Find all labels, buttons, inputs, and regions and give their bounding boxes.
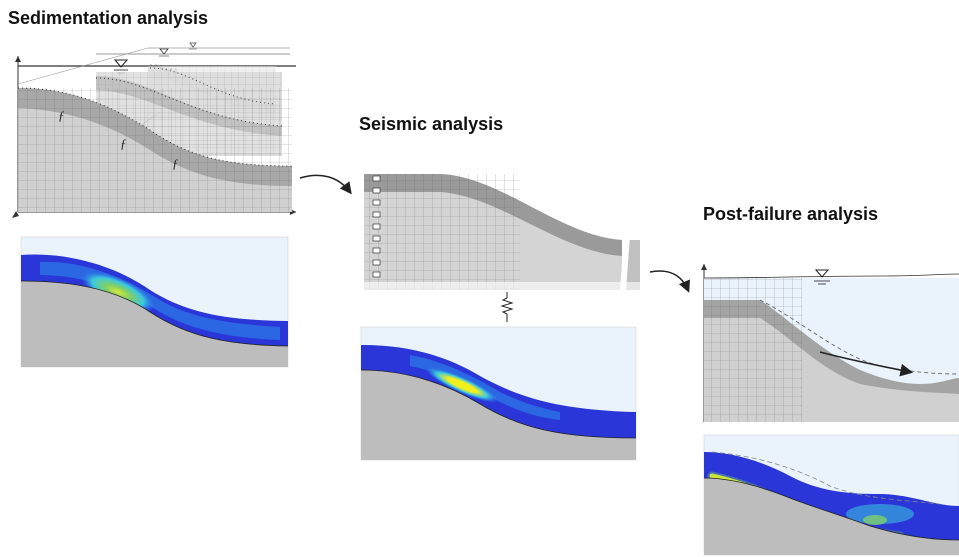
water-level-icon xyxy=(189,42,197,50)
flow-arrow-icon xyxy=(299,174,352,195)
sedimentation-schematic: ƒ ƒ ƒ xyxy=(12,42,296,218)
post-failure-title: Post-failure analysis xyxy=(703,204,879,224)
post-failure-contour-plot xyxy=(703,434,959,556)
post-failure-schematic xyxy=(701,264,959,422)
stage-1-slope xyxy=(18,88,292,212)
seismic-contour-plot xyxy=(360,326,637,461)
fault-symbol-icon: ƒ xyxy=(58,108,65,123)
fault-symbol-icon: ƒ xyxy=(172,156,179,171)
water-level-icon xyxy=(159,48,169,57)
flow-arrow-icon xyxy=(649,270,690,293)
seismic-schematic xyxy=(364,174,640,322)
fault-symbol-icon: ƒ xyxy=(120,136,127,151)
seismic-wave-icon xyxy=(500,292,514,322)
dashpot-icon xyxy=(372,175,381,278)
flow-arrow-icon xyxy=(819,351,914,377)
seismic-title: Seismic analysis xyxy=(359,114,504,134)
sedimentation-contour-plot xyxy=(20,236,289,368)
water-level-icon xyxy=(814,269,830,285)
sedimentation-title: Sedimentation analysis xyxy=(8,8,209,28)
